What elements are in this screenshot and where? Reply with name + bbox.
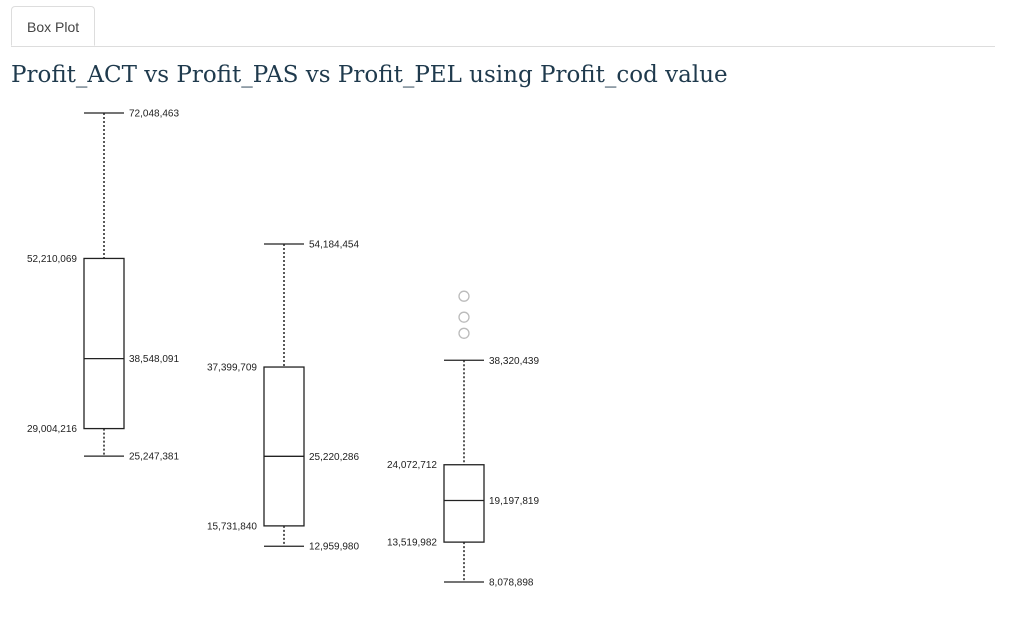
box-2-max-label: 54,184,454: [309, 239, 359, 250]
box-1-max-label: 72,048,463: [129, 109, 179, 120]
chart-title: Profit_ACT vs Profit_PAS vs Profit_PEL u…: [11, 62, 728, 88]
box-3-median-label: 19,197,819: [489, 496, 539, 507]
box-2-q3-label: 37,399,709: [207, 363, 257, 374]
box-3-q3-label: 24,072,712: [387, 460, 437, 471]
box-1-median-label: 38,548,091: [129, 354, 179, 365]
box-1-q1-label: 29,004,216: [27, 424, 77, 435]
box-1-min-label: 25,247,381: [129, 452, 179, 463]
box-3-max-label: 38,320,439: [489, 356, 539, 367]
box-1-q3-label: 52,210,069: [27, 254, 77, 265]
box-3-iqr-box: [443, 464, 485, 543]
box-3-outlier-3: [458, 311, 470, 323]
box-3-min-label: 8,078,898: [489, 578, 534, 589]
box-2-q1-label: 15,731,840: [207, 521, 257, 532]
tab-box-plot[interactable]: Box Plot: [11, 6, 96, 46]
tab-bar: Box Plot: [11, 0, 995, 47]
box-3-outlier-2: [458, 327, 470, 339]
box-1-iqr-box: [83, 257, 125, 430]
box-2-min-label: 12,959,980: [309, 542, 359, 553]
box-2-median-label: 25,220,286: [309, 452, 359, 463]
box-2-iqr-box: [263, 366, 305, 527]
box-3-q1-label: 13,519,982: [387, 538, 437, 549]
box-3-outlier-1: [458, 290, 470, 302]
